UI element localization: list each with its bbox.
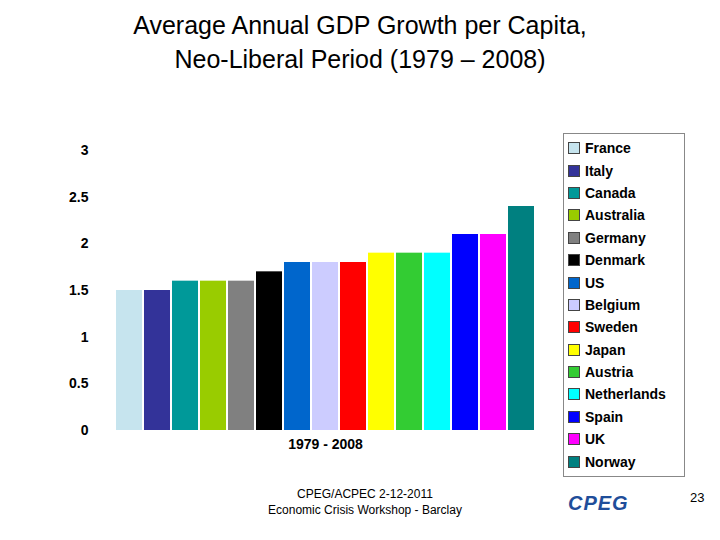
html-text:Japan: Japan xyxy=(585,341,626,358)
html-text:Canada: Canada xyxy=(585,185,636,201)
html-text:CPEG/ACPEC 2-12-2011: CPEG/ACPEC 2-12-2011 xyxy=(297,487,433,501)
html-text:Spain: Spain xyxy=(585,408,624,425)
svg-text:1.5: 1.5 xyxy=(69,282,89,298)
html-text:Netherlands: Netherlands xyxy=(585,386,666,403)
html-text:Belgium: Belgium xyxy=(585,296,641,313)
svg-text:2.5: 2.5 xyxy=(69,189,89,205)
html-text:Average Annual GDP Growth per: Average Annual GDP Growth per Capita, xyxy=(133,11,587,39)
html-text:Italy: Italy xyxy=(585,162,613,179)
html-text:France: France xyxy=(585,140,631,157)
html-text:Norway: Norway xyxy=(585,453,636,470)
html-text:Economic Crisis Workshop - Bar: Economic Crisis Workshop - Barclay xyxy=(268,503,462,517)
html-text:Denmark: Denmark xyxy=(585,252,645,269)
html-text:Austria: Austria xyxy=(585,364,634,381)
svg-text:1: 1 xyxy=(81,329,89,345)
html-text:23: 23 xyxy=(690,490,705,505)
html-text:Sweden: Sweden xyxy=(585,319,638,336)
svg-text:0: 0 xyxy=(81,422,89,438)
html-text:US: US xyxy=(585,274,605,291)
html-text:UK: UK xyxy=(585,431,606,448)
html-text:CPEG: CPEG xyxy=(568,492,629,514)
html-text:Neo-Liberal Period (1979 – 200: Neo-Liberal Period (1979 – 2008) xyxy=(174,45,546,73)
svg-text:0.5: 0.5 xyxy=(69,375,89,391)
svg-text:1979 - 2008: 1979 - 2008 xyxy=(288,436,363,452)
svg-text:2: 2 xyxy=(81,235,89,251)
svg-text:3: 3 xyxy=(81,142,89,158)
html-text:Australia: Australia xyxy=(585,207,645,224)
html-text:Germany: Germany xyxy=(585,229,646,246)
